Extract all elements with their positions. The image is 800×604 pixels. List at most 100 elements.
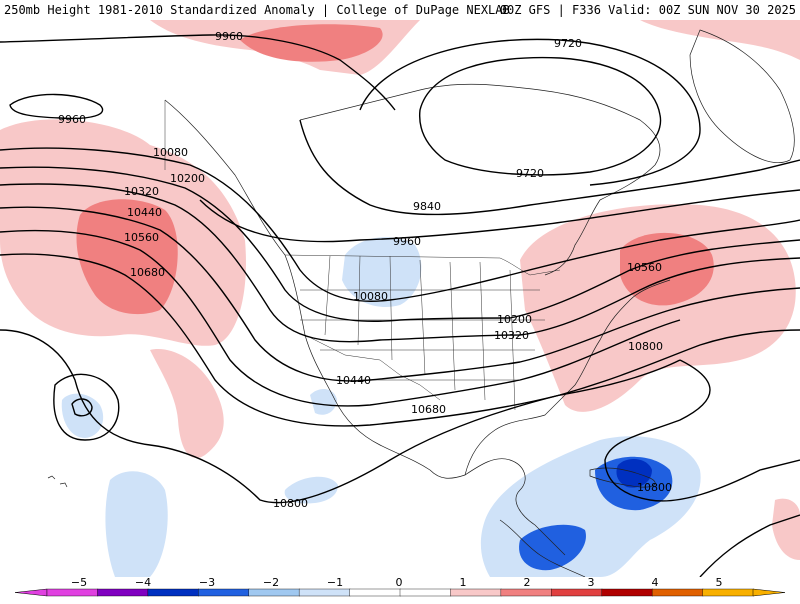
contour-label-10680: 10680 [411,403,446,416]
colorbar-segment [500,588,552,597]
strong-negative-caribbean [616,458,652,488]
contour-south-east [699,514,800,577]
contour-9840 [299,119,800,216]
colorbar-segment [97,588,149,597]
contour-9720-outer [359,38,701,186]
negative-anomaly-sw [284,476,338,504]
negative-anomaly-baja [310,388,337,415]
contour-10200 [0,166,800,322]
map-panel: 9960 9960 9720 9720 9840 9960 10080 1020… [0,20,800,577]
colorbar-segment [702,588,754,597]
colorbar-segment [248,588,300,597]
north-america-coast [164,99,566,556]
header: 250mb Height 1981-2010 Standardized Anom… [0,0,800,20]
contour-10080 [0,147,800,302]
canada-arctic [299,83,661,276]
colorbar-segment [651,588,704,597]
contour-label-10080: 10080 [353,290,388,303]
colorbar-tick: −2 [263,577,279,589]
contour-label-10200: 10200 [170,172,205,185]
colorbar-canvas: −5 −4 −3 −2 −1 0 1 2 3 4 5 [14,576,786,597]
hawaii [47,475,68,488]
coastlines [47,29,795,577]
greenland [689,29,795,163]
colorbar-segment [349,588,401,597]
mod-negative-central-america [519,524,586,571]
contour-label-10800: 10800 [273,497,308,510]
contour-label-10800: 10800 [628,340,663,353]
colorbar-tick: −1 [327,577,343,589]
contour-label-10560: 10560 [124,231,159,244]
run-valid-time: 00Z GFS | F336 Valid: 00Z SUN NOV 30 202… [499,3,796,17]
contour-label-10080: 10080 [153,146,188,159]
colorbar-tick: 1 [460,577,467,589]
central-america [499,519,586,577]
contour-10680 [0,253,800,427]
colorbar-arrow-low [14,588,48,597]
us-canada-border [284,254,561,276]
contour-9720-loop [418,56,662,176]
map-canvas: 9960 9960 9720 9720 9840 9960 10080 1020… [0,20,800,577]
negative-anomaly-midwest [342,237,422,308]
colorbar-tick: 2 [524,577,531,589]
colorbar-tick: −3 [199,577,215,589]
contour-label-10320: 10320 [124,185,159,198]
contour-label-9960: 9960 [215,30,243,43]
strong-positive-north [240,24,383,62]
negative-anomaly-caribbean [480,436,701,577]
colorbar: −5 −4 −3 −2 −1 0 1 2 3 4 5 [0,576,800,600]
contour-label-9720: 9720 [554,37,582,50]
contour-label-9960: 9960 [393,235,421,248]
positive-anomaly-se-corner [772,498,800,560]
contour-label-9840: 9840 [413,200,441,213]
gulf-florida-coast [464,279,671,476]
contour-label-9960: 9960 [58,113,86,126]
positive-anomaly-ne-corner [640,20,800,60]
colorbar-tick: 4 [652,577,659,589]
contour-10800 [0,329,681,504]
anomaly-shading [0,20,800,577]
strong-positive-east [620,232,714,306]
contour-9960-north [0,34,396,111]
contour-label-10560: 10560 [627,261,662,274]
colorbar-arrow-high [752,588,786,597]
contour-9960-loop [9,93,104,120]
map-title: 250mb Height 1981-2010 Standardized Anom… [4,3,510,17]
contour-label-10320: 10320 [494,329,529,342]
colorbar-tick-labels: −5 −4 −3 −2 −1 0 1 2 3 4 5 [71,576,723,589]
colorbar-tick: 3 [588,577,595,589]
colorbar-tick: −5 [71,577,87,589]
colorbar-segments [14,588,786,597]
negative-anomaly-south-pacific [105,471,168,577]
contour-label-9720: 9720 [516,167,544,180]
contour-label-10680: 10680 [130,266,165,279]
colorbar-segment [46,588,99,597]
positive-anomaly-west-ext [150,349,224,459]
colorbar-segment [450,588,502,597]
contour-labels: 9960 9960 9720 9720 9840 9960 10080 1020… [58,30,672,510]
us-mexico-border [304,334,441,401]
height-contours [0,34,800,577]
contour-label: 9960 [215,30,243,43]
colorbar-segment [147,588,199,597]
colorbar-segment [601,588,653,597]
colorbar-segment [551,588,603,597]
colorbar-tick: 0 [396,577,403,589]
contour-label-10200: 10200 [497,313,532,326]
colorbar-tick: 5 [716,577,723,589]
contour-label-10800: 10800 [637,481,672,494]
contour-pacific-inner [71,398,93,417]
contour-pacific-low [53,373,120,441]
colorbar-segment [198,588,250,597]
strong-positive-west [76,199,178,315]
colorbar-segment [298,588,351,597]
colorbar-segment [399,588,452,597]
colorbar-tick: −4 [135,577,151,589]
cuba [589,467,656,488]
contour-10560 [0,229,681,407]
contour-label-10440: 10440 [127,206,162,219]
contour-10800-east [604,359,800,502]
contour-10320 [0,183,800,343]
contour-label-10440: 10440 [336,374,371,387]
